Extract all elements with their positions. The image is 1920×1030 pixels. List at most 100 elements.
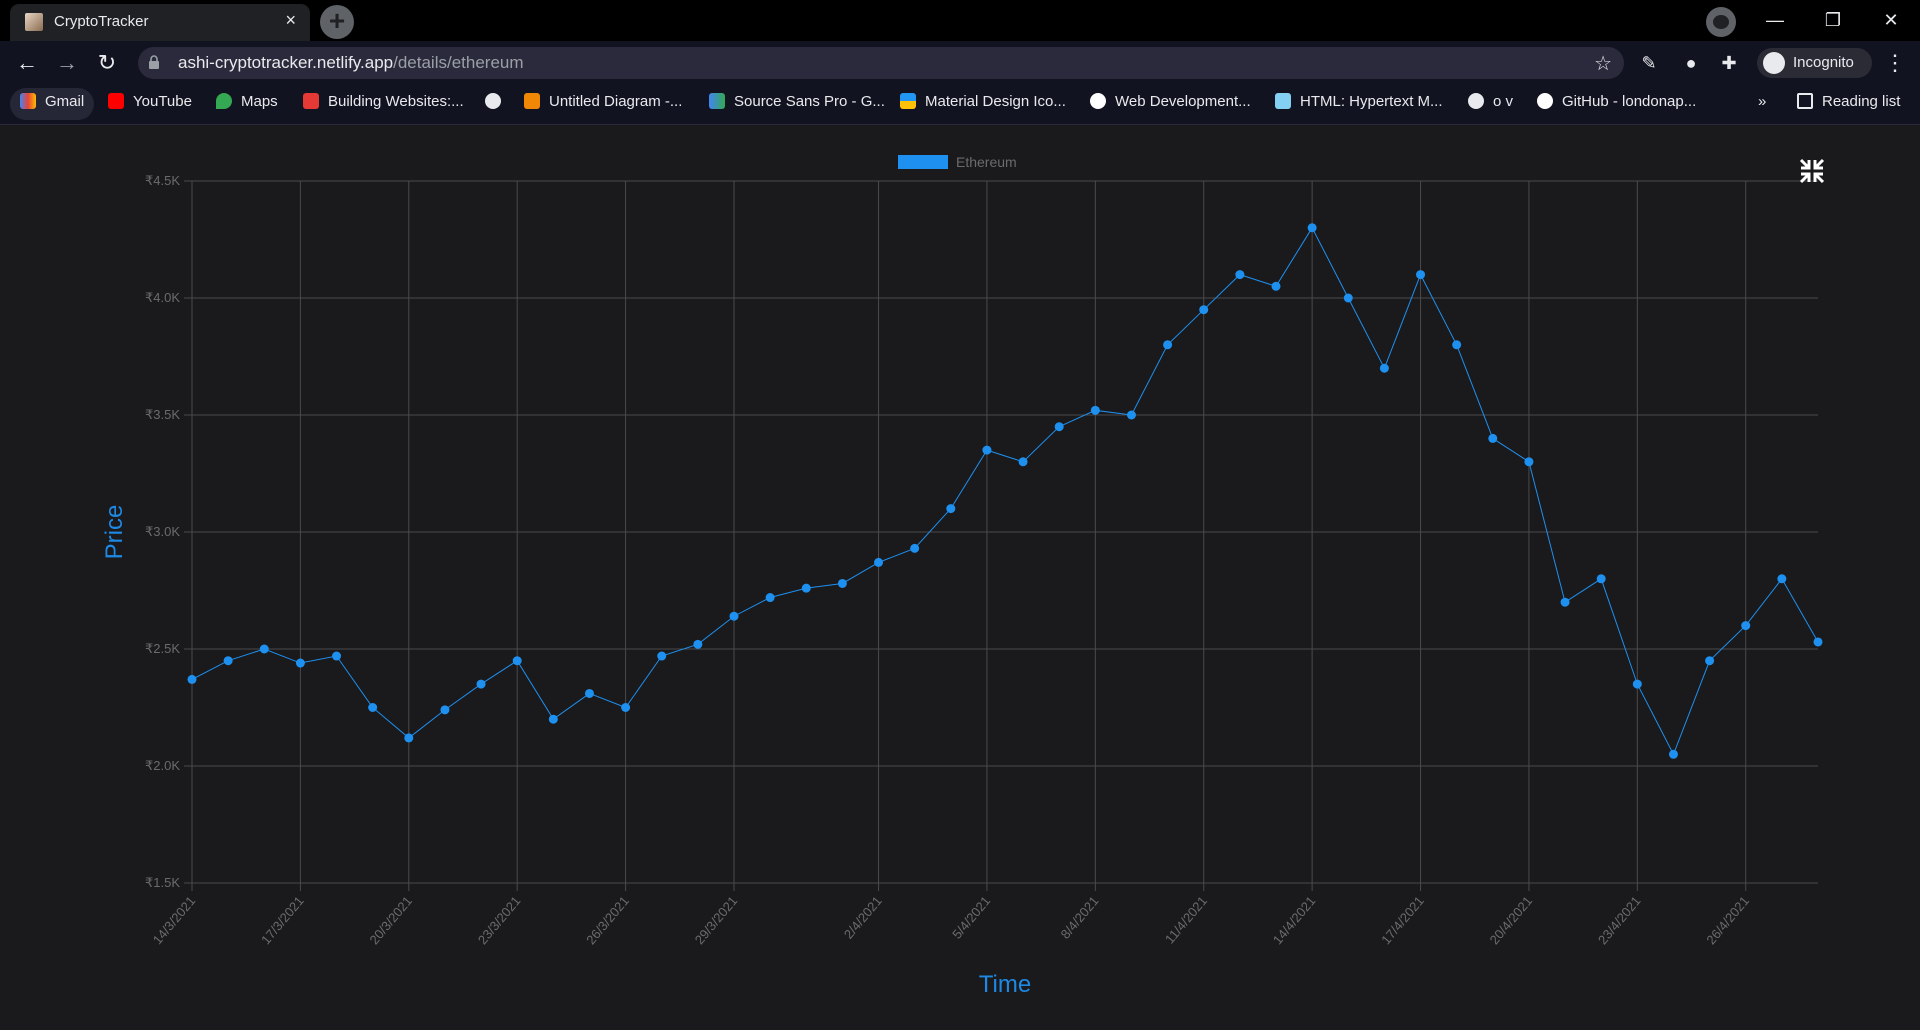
- reading-list-button[interactable]: Reading list: [1797, 93, 1900, 115]
- tab-close-icon[interactable]: ×: [285, 10, 296, 30]
- data-point: [1632, 679, 1642, 689]
- y-tick-label: ₹3.0K: [145, 524, 180, 539]
- data-point: [259, 644, 269, 654]
- bookmark-building-websites[interactable]: Building Websites:...: [303, 93, 464, 115]
- x-tick-label: 20/3/2021: [366, 893, 415, 947]
- data-point: [295, 658, 305, 668]
- more-bookmarks-button[interactable]: »: [1758, 93, 1767, 110]
- x-tick-label: 17/4/2021: [1378, 893, 1427, 947]
- drawio-icon: [524, 93, 540, 109]
- data-point: [1163, 340, 1173, 350]
- data-point: [874, 557, 884, 567]
- incognito-icon: [1763, 52, 1785, 74]
- globe-icon: [485, 93, 501, 109]
- data-point: [223, 656, 233, 666]
- y-tick-label: ₹2.0K: [145, 758, 180, 773]
- maps-icon: [216, 93, 232, 109]
- y-tick-label: ₹4.0K: [145, 290, 180, 305]
- data-point: [982, 445, 992, 455]
- legend-swatch: [898, 155, 948, 169]
- data-point: [1343, 293, 1353, 303]
- new-tab-button[interactable]: +: [320, 5, 354, 39]
- data-point: [476, 679, 486, 689]
- data-point: [765, 593, 775, 603]
- x-tick-label: 11/4/2021: [1162, 893, 1210, 946]
- bookmark-label: Material Design Ico...: [925, 93, 1066, 110]
- x-tick-label: 17/3/2021: [258, 893, 307, 947]
- data-point: [1524, 457, 1534, 467]
- tab-favicon-icon: [25, 13, 43, 31]
- incognito-badge[interactable]: Incognito: [1757, 48, 1872, 78]
- bookmark-youtube[interactable]: YouTube: [108, 93, 192, 115]
- reload-icon[interactable]: ↻: [97, 50, 117, 75]
- fullscreen-exit-icon[interactable]: [1798, 157, 1826, 185]
- data-point: [657, 651, 667, 661]
- legend-label: Ethereum: [956, 154, 1017, 170]
- browser-tab-strip: CryptoTracker × + — ❐ ✕: [0, 0, 1920, 41]
- data-point: [187, 674, 197, 684]
- puzzle-icon[interactable]: ✚: [1721, 53, 1737, 73]
- bug-extension-icon[interactable]: ●: [1685, 53, 1697, 73]
- data-point: [946, 504, 956, 514]
- address-bar[interactable]: ashi-cryptotracker.netlify.app/details/e…: [138, 47, 1624, 79]
- bookmark-label: Gmail: [45, 93, 85, 110]
- bookmark-gmail[interactable]: Gmail: [20, 93, 84, 115]
- restore-icon[interactable]: ❐: [1824, 10, 1842, 30]
- y-tick-label: ₹3.5K: [145, 407, 180, 422]
- gmail-icon: [20, 93, 36, 109]
- x-tick-label: 5/4/2021: [949, 893, 993, 941]
- x-tick-label: 26/4/2021: [1703, 893, 1752, 947]
- web-dev-icon: [1090, 93, 1106, 109]
- bookmark-html-mdn[interactable]: HTML: Hypertext M...: [1275, 93, 1443, 115]
- close-window-icon[interactable]: ✕: [1883, 10, 1899, 30]
- minimize-icon[interactable]: —: [1766, 10, 1784, 30]
- lock-icon: [149, 55, 159, 69]
- x-axis-title: Time: [979, 971, 1031, 998]
- bookmark-material-design[interactable]: Material Design Ico...: [900, 93, 1066, 115]
- x-tick-label: 14/3/2021: [150, 893, 199, 947]
- data-point: [1452, 340, 1462, 350]
- bookmark-label: Maps: [241, 93, 278, 110]
- data-point: [621, 703, 631, 712]
- data-point: [404, 733, 414, 743]
- bookmark-star-icon[interactable]: ☆: [1594, 53, 1612, 75]
- data-point: [1741, 621, 1751, 631]
- page-content: ₹1.5K ₹2.0K ₹2.5K ₹3.0K ₹3.5K ₹4.0K ₹4.5K 14/3/…: [0, 125, 1920, 1030]
- data-point: [910, 543, 920, 553]
- data-point: [1090, 405, 1100, 415]
- y-axis-title: Price: [101, 505, 128, 560]
- data-point: [1199, 305, 1209, 315]
- arrow-right-icon[interactable]: →: [56, 50, 78, 75]
- data-point: [1018, 457, 1028, 467]
- x-tick-label: 14/4/2021: [1270, 893, 1319, 947]
- bookmark-web-development[interactable]: Web Development...: [1090, 93, 1251, 115]
- bookmark-label: GitHub - londonap...: [1562, 93, 1697, 110]
- y-tick-label: ₹4.5K: [145, 173, 180, 188]
- bookmark-label: HTML: Hypertext M...: [1300, 93, 1443, 110]
- bookmark-label: Web Development...: [1115, 93, 1251, 110]
- globe-icon: [1468, 93, 1484, 109]
- data-point: [512, 656, 522, 666]
- data-point: [1668, 749, 1678, 759]
- url-text: ashi-cryptotracker.netlify.app/details/e…: [178, 53, 524, 73]
- reading-list-icon: [1797, 93, 1813, 109]
- data-point: [1271, 281, 1281, 291]
- x-tick-label: 23/3/2021: [475, 893, 524, 947]
- tab-search-icon[interactable]: [1706, 7, 1736, 37]
- browser-tab[interactable]: CryptoTracker ×: [10, 4, 310, 41]
- browser-toolbar: ← → ↻ ashi-cryptotracker.netlify.app/det…: [0, 41, 1920, 83]
- arrow-left-icon[interactable]: ←: [16, 50, 38, 75]
- x-tick-label: 2/4/2021: [841, 893, 885, 941]
- x-tick-label: 26/3/2021: [583, 893, 632, 947]
- bookmark-ov[interactable]: o v: [1468, 93, 1513, 115]
- url-domain: ashi-cryptotracker.netlify.app: [178, 53, 394, 72]
- pen-extension-icon[interactable]: ✎: [1641, 53, 1657, 73]
- bookmark-untitled-diagram[interactable]: Untitled Diagram -...: [524, 93, 682, 115]
- bookmark-label: Reading list: [1822, 93, 1901, 110]
- bookmark-github[interactable]: GitHub - londonap...: [1537, 93, 1696, 115]
- bookmark-globe[interactable]: [485, 93, 510, 115]
- bookmark-source-sans[interactable]: Source Sans Pro - G...: [709, 93, 885, 115]
- data-point: [801, 583, 811, 593]
- bookmark-maps[interactable]: Maps: [216, 93, 278, 115]
- kebab-menu-icon[interactable]: ⋮: [1884, 50, 1906, 75]
